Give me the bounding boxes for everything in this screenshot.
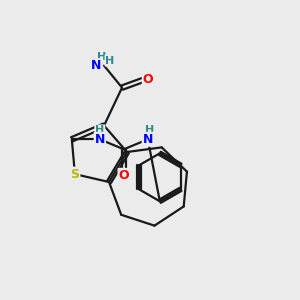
Text: N: N <box>91 59 101 72</box>
Text: O: O <box>118 169 129 182</box>
Text: O: O <box>143 73 153 86</box>
Text: H: H <box>105 56 115 66</box>
Text: N: N <box>142 133 153 146</box>
Text: H: H <box>145 125 154 135</box>
Text: S: S <box>70 168 80 181</box>
Text: H: H <box>98 52 107 61</box>
Text: H: H <box>95 125 104 135</box>
Text: N: N <box>94 133 105 146</box>
